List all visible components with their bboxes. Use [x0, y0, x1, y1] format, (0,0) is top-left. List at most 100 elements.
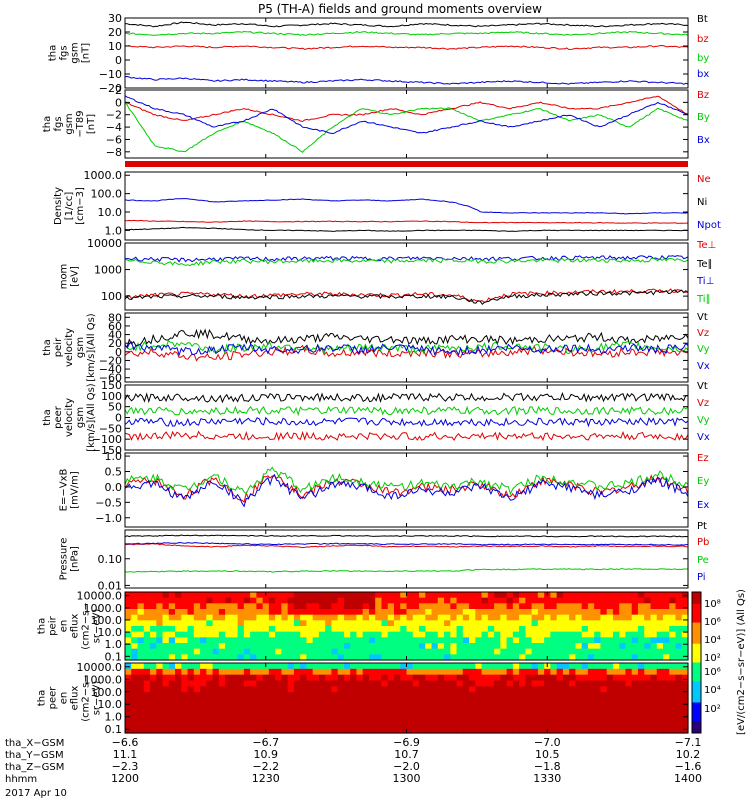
heatmap-cell — [312, 686, 320, 693]
heatmap-cell — [381, 637, 389, 644]
heatmap-cell — [168, 592, 176, 599]
heatmap-cell — [387, 631, 395, 638]
heatmap-cell — [481, 674, 489, 682]
heatmap-cell — [293, 654, 301, 661]
heatmap-cell — [600, 721, 608, 728]
heatmap-cell — [337, 674, 345, 682]
heatmap-cell — [500, 597, 508, 604]
panel-peir_spec: 10000.01000.0100.010.01.00.1thapeirenefl… — [37, 590, 689, 663]
heatmap-cell — [494, 692, 501, 699]
heatmap-cell — [368, 692, 376, 699]
heatmap-cell — [506, 721, 514, 728]
heatmap-cell — [187, 698, 195, 705]
heatmap-cell — [656, 614, 664, 621]
y-tick-label: 1.0 — [105, 224, 123, 237]
heatmap-cell — [337, 637, 345, 644]
heatmap-cell — [544, 631, 551, 638]
heatmap-cell — [143, 631, 151, 638]
heatmap-cell — [337, 597, 345, 604]
heatmap-cell — [143, 663, 151, 670]
heatmap-cell — [606, 631, 614, 638]
heatmap-cell — [168, 609, 176, 616]
heatmap-cell — [656, 626, 664, 633]
heatmap-cell — [506, 614, 514, 621]
heatmap-cell — [343, 643, 351, 650]
heatmap-cell — [200, 727, 207, 734]
heatmap-cell — [268, 680, 276, 687]
heatmap-cell — [550, 692, 558, 699]
heatmap-cell — [181, 648, 189, 655]
heatmap-cell — [168, 680, 176, 687]
heatmap-cell — [300, 686, 308, 693]
y-axis-label: mom[eV] — [59, 264, 81, 290]
heatmap-cell — [644, 597, 652, 604]
heatmap-cell — [619, 698, 627, 705]
heatmap-cell — [143, 709, 151, 717]
heatmap-cell — [537, 620, 545, 627]
heatmap-cell — [569, 709, 576, 717]
series-line-fgs_nt-0 — [124, 21, 689, 28]
heatmap-cell — [293, 668, 301, 676]
heatmap-cell — [675, 648, 683, 655]
heatmap-cell — [644, 668, 652, 676]
heatmap-cell — [356, 709, 364, 717]
heatmap-cell — [143, 626, 151, 633]
heatmap-cell — [150, 698, 157, 705]
heatmap-cell — [456, 643, 464, 650]
heatmap-cell — [306, 663, 314, 670]
heatmap-cell — [287, 631, 295, 638]
heatmap-cell — [437, 597, 445, 604]
series-line-density-0 — [124, 219, 688, 224]
heatmap-cell — [206, 643, 214, 650]
heatmap-cell — [281, 643, 289, 650]
heatmap-cell — [581, 721, 589, 728]
heatmap-cell — [187, 637, 195, 644]
heatmap-cell — [462, 721, 470, 728]
heatmap-cell — [231, 721, 239, 728]
heatmap-cell — [600, 620, 608, 627]
heatmap-cell — [175, 597, 182, 604]
heatmap-cell — [656, 643, 664, 650]
heatmap-cell — [431, 631, 439, 638]
x-row-label: hhmm — [5, 774, 37, 785]
heatmap-cell — [212, 727, 220, 734]
heatmap-cell — [512, 680, 520, 687]
heatmap-cell — [218, 592, 226, 599]
heatmap-cell — [681, 727, 689, 734]
heatmap-cell — [331, 654, 339, 661]
heatmap-cell — [318, 614, 326, 621]
heatmap-cell — [275, 626, 282, 633]
heatmap-cell — [206, 698, 214, 705]
panels-group: Btbzbybx3020100−10−20thafgsgsm[nT]BzByBx… — [37, 12, 721, 736]
heatmap-cell — [250, 698, 257, 705]
heatmap-cell — [606, 698, 614, 705]
heatmap-cell — [400, 715, 408, 722]
heatmap-cell — [631, 603, 639, 610]
heatmap-cell — [206, 709, 214, 717]
legend-peer_velocity-0: Vt — [697, 381, 708, 392]
heatmap-cell — [325, 603, 333, 610]
colorbar-label: [eV/(cm2−s−sr−eV)] (All Qs) — [736, 589, 747, 735]
heatmap-cell — [281, 603, 289, 610]
heatmap-cell — [494, 620, 501, 627]
heatmap-cell — [250, 703, 257, 711]
heatmap-cell — [143, 592, 151, 599]
heatmap-cell — [400, 674, 408, 682]
heatmap-cell — [600, 637, 608, 644]
heatmap-cell — [662, 674, 670, 682]
heatmap-cell — [168, 631, 176, 638]
heatmap-cell — [650, 592, 658, 599]
heatmap-cell — [506, 663, 514, 670]
heatmap-cell — [362, 721, 370, 728]
heatmap-cell — [419, 680, 426, 687]
heatmap-cell — [131, 614, 139, 621]
heatmap-cell — [312, 727, 320, 734]
heatmap-cell — [500, 686, 508, 693]
heatmap-cell — [462, 620, 470, 627]
heatmap-cell — [656, 603, 664, 610]
heatmap-cell — [675, 654, 683, 661]
heatmap-cell — [368, 703, 376, 711]
colorbar-swatch — [692, 601, 701, 605]
heatmap-cell — [556, 692, 564, 699]
